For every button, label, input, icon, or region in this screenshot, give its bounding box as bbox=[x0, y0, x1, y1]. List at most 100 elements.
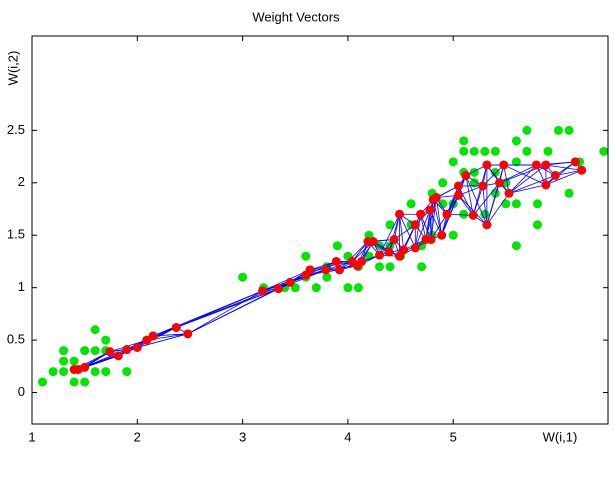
weight-vector bbox=[504, 188, 514, 198]
neighbor-link bbox=[508, 164, 547, 194]
neighbor-link bbox=[339, 241, 369, 271]
data-point bbox=[38, 377, 48, 387]
neighbor-link bbox=[309, 261, 337, 271]
data-point bbox=[532, 199, 542, 209]
weight-vector bbox=[453, 181, 463, 191]
data-point bbox=[385, 262, 395, 272]
x-tick-label: 3 bbox=[239, 429, 246, 444]
weight-vector bbox=[183, 329, 193, 339]
weight-vector bbox=[171, 323, 181, 333]
neighbor-link bbox=[545, 169, 582, 186]
data-point bbox=[554, 125, 564, 135]
weight-vector bbox=[577, 165, 587, 175]
data-point bbox=[90, 367, 100, 377]
data-point bbox=[448, 157, 458, 167]
neighbor-link bbox=[420, 214, 432, 240]
weight-vector bbox=[321, 265, 331, 275]
neighbor-link bbox=[458, 185, 474, 216]
neighbor-link bbox=[508, 164, 537, 194]
weight-vector bbox=[531, 160, 541, 170]
data-point bbox=[101, 367, 111, 377]
weight-vector bbox=[374, 250, 384, 260]
neighbor-link bbox=[262, 274, 306, 292]
weight-vector bbox=[357, 256, 367, 266]
data-point bbox=[511, 199, 521, 209]
neighbor-link bbox=[414, 214, 421, 248]
neighbor-link bbox=[545, 164, 582, 171]
y-tick-label: 0 bbox=[18, 384, 25, 399]
neighbor-link bbox=[137, 333, 188, 348]
neighbor-link bbox=[430, 199, 434, 240]
weight-vector bbox=[431, 192, 441, 202]
y-axis-label: W(i,2) bbox=[5, 51, 20, 86]
data-point bbox=[511, 157, 521, 167]
data-point bbox=[59, 356, 69, 366]
neighbor-link bbox=[429, 210, 432, 240]
weight-vector bbox=[453, 190, 463, 200]
weight-vector bbox=[384, 247, 394, 257]
weight-vector bbox=[331, 256, 341, 266]
neighbor-link bbox=[465, 175, 488, 225]
weight-vector bbox=[482, 160, 492, 170]
weight-vector bbox=[416, 209, 426, 219]
weight-vector bbox=[368, 237, 378, 247]
data-point bbox=[543, 146, 553, 156]
weight-vector bbox=[142, 335, 152, 345]
weight-vector bbox=[495, 178, 505, 188]
data-point bbox=[322, 272, 332, 282]
neighbor-link bbox=[84, 351, 111, 368]
data-point bbox=[374, 262, 384, 272]
data-point bbox=[522, 125, 532, 135]
data-point bbox=[417, 262, 427, 272]
weight-vector bbox=[499, 160, 509, 170]
weight-vector bbox=[541, 160, 551, 170]
weight-vector bbox=[148, 331, 158, 341]
neighbor-link bbox=[430, 214, 448, 240]
neighbor-link bbox=[399, 214, 405, 250]
neighbor-link bbox=[388, 214, 400, 253]
data-point bbox=[238, 272, 248, 282]
data-point bbox=[406, 199, 416, 209]
data-point bbox=[459, 146, 469, 156]
weight-vector bbox=[570, 157, 580, 167]
data-point bbox=[469, 178, 479, 188]
neighbor-link bbox=[472, 164, 488, 216]
data-point bbox=[438, 199, 448, 209]
x-tick-label: 1 bbox=[28, 429, 35, 444]
neighbor-link bbox=[465, 175, 474, 216]
weight-vector bbox=[132, 342, 142, 352]
data-point bbox=[343, 283, 353, 293]
data-point bbox=[501, 199, 511, 209]
y-tick-label: 1.5 bbox=[7, 227, 25, 242]
data-point bbox=[599, 146, 608, 156]
data-point bbox=[122, 367, 132, 377]
weight-vector bbox=[425, 205, 435, 215]
data-point bbox=[90, 325, 100, 335]
data-point bbox=[80, 377, 90, 387]
weight-vector bbox=[258, 286, 268, 296]
neighbor-link bbox=[153, 333, 188, 337]
weight-vector bbox=[410, 243, 420, 253]
data-point bbox=[311, 283, 321, 293]
neighbor-link bbox=[508, 175, 556, 194]
data-point bbox=[532, 220, 542, 230]
neighbor-link bbox=[545, 161, 576, 186]
neighbor-link bbox=[458, 195, 488, 226]
weight-vector bbox=[395, 209, 405, 219]
data-point bbox=[469, 167, 479, 177]
neighbor-link bbox=[399, 214, 416, 248]
data-point bbox=[480, 209, 490, 219]
data-point bbox=[511, 136, 521, 146]
data-point bbox=[69, 356, 79, 366]
neighbor-link bbox=[429, 209, 442, 236]
data-point bbox=[490, 167, 500, 177]
y-tick-label: 1 bbox=[18, 279, 25, 294]
chart-title: Weight Vectors bbox=[252, 9, 340, 24]
neighbor-link bbox=[482, 164, 505, 187]
neighbor-link bbox=[432, 199, 443, 236]
y-tick-label: 2 bbox=[18, 174, 25, 189]
weight-vector bbox=[482, 220, 492, 230]
neighbor-link bbox=[499, 164, 537, 184]
data-point bbox=[564, 125, 574, 135]
